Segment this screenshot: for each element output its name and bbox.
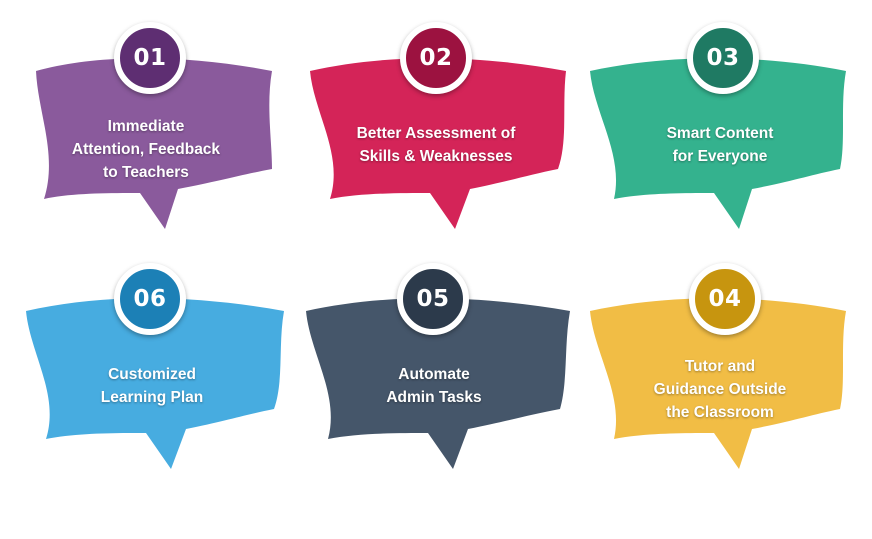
bubble-fill xyxy=(36,58,272,230)
label-line: the Classroom xyxy=(666,404,774,421)
card-06: Customized Learning Plan xyxy=(16,283,288,493)
label-line: Tutor and xyxy=(684,358,756,375)
label-line: Immediate xyxy=(107,118,185,135)
card-04: Tutor and Guidance Outside the Classroom xyxy=(584,283,856,493)
card-label: Tutor and Guidance Outside the Classroom xyxy=(624,355,816,424)
card-label: Automate Admin Tasks xyxy=(338,363,530,409)
label-line: Admin Tasks xyxy=(386,389,482,406)
number-badge-04: 04 xyxy=(689,263,761,335)
bubble-fill xyxy=(590,58,846,230)
bubble-fill xyxy=(26,298,284,469)
label-line: Better Assessment of xyxy=(356,125,516,142)
card-03: Smart Content for Everyone xyxy=(584,43,856,253)
label-line: Learning Plan xyxy=(100,389,204,406)
number-badge-03: 03 xyxy=(687,22,759,94)
bubble-fill xyxy=(590,298,846,469)
number-badge-06: 06 xyxy=(114,263,186,335)
label-line: Smart Content xyxy=(666,125,774,142)
speech-bubble-shape xyxy=(26,298,284,469)
card-label: Immediate Attention, Feedback to Teacher… xyxy=(50,115,242,184)
card-01: Immediate Attention, Feedback to Teacher… xyxy=(10,43,282,253)
bubble-fill xyxy=(310,58,566,230)
label-line: for Everyone xyxy=(672,148,768,165)
label-line: Attention, Feedback xyxy=(71,141,221,158)
label-line: Customized xyxy=(108,366,196,383)
number-badge-02: 02 xyxy=(400,22,472,94)
bubble-fill xyxy=(306,298,570,469)
label-line: Guidance Outside xyxy=(653,381,787,398)
speech-bubble-shape xyxy=(306,298,570,469)
speech-bubble-shape xyxy=(36,58,272,230)
card-05: Automate Admin Tasks xyxy=(298,283,570,493)
label-line: Automate xyxy=(398,366,470,383)
number-badge-01: 01 xyxy=(114,22,186,94)
number-badge-05: 05 xyxy=(397,263,469,335)
label-line: to Teachers xyxy=(103,164,189,181)
card-label: Smart Content for Everyone xyxy=(624,122,816,168)
label-line: Skills & Weaknesses xyxy=(359,148,513,165)
card-02: Better Assessment of Skills & Weaknesses xyxy=(300,43,572,253)
card-label: Better Assessment of Skills & Weaknesses xyxy=(340,122,532,168)
speech-bubble-shape xyxy=(590,58,846,230)
speech-bubble-shape xyxy=(310,58,566,230)
card-label: Customized Learning Plan xyxy=(56,363,248,409)
speech-bubble-shape xyxy=(590,298,846,469)
